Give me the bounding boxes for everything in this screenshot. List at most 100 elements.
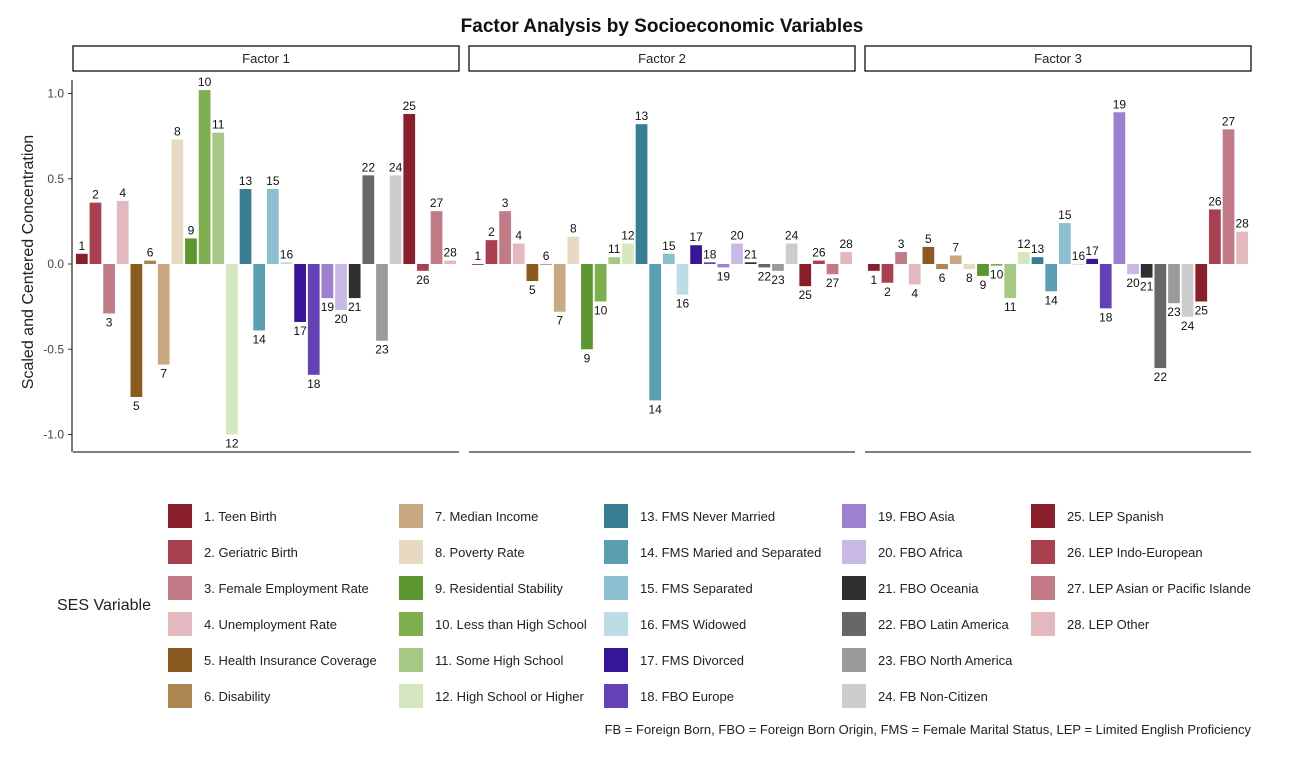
bar: [799, 264, 812, 287]
legend-swatch: [604, 504, 628, 528]
bar-label: 3: [106, 315, 113, 329]
bar: [758, 264, 771, 268]
legend-label: 17. FMS Divorced: [640, 652, 745, 668]
bar-label: 15: [266, 174, 280, 188]
bar-label: 24: [785, 229, 799, 243]
bar: [348, 264, 361, 299]
legend-label: 10. Less than High School: [435, 616, 587, 632]
legend-item: 13. FMS Never Married: [604, 503, 775, 529]
bar: [1154, 264, 1167, 369]
legend-swatch: [168, 648, 192, 672]
bar: [485, 240, 498, 264]
legend-label: 3. Female Employment Rate: [204, 580, 369, 596]
bar-label: 13: [239, 174, 253, 188]
bar-label: 20: [334, 312, 348, 326]
bar-label: 21: [744, 247, 758, 261]
bar-label: 17: [1085, 244, 1099, 258]
bar: [280, 262, 293, 264]
bar-label: 1: [870, 273, 877, 287]
bar: [75, 253, 88, 264]
legend-item: 2. Geriatric Birth: [168, 539, 298, 565]
bar: [867, 264, 880, 271]
bar-label: 8: [966, 271, 973, 285]
bar-label: 3: [502, 196, 509, 210]
bar: [881, 264, 894, 283]
bar-label: 21: [348, 300, 362, 314]
bar-label: 26: [1208, 194, 1222, 208]
bar: [116, 200, 129, 264]
legend-label: 11. Some High School: [435, 652, 564, 668]
bar-label: 1: [474, 249, 481, 263]
legend-swatch: [399, 612, 423, 636]
legend-item: 22. FBO Latin America: [842, 611, 1009, 637]
y-axis: 1.0 0.5 0.0 -0.5 -1.0: [43, 80, 73, 452]
bar-label: 17: [689, 230, 703, 244]
bar: [212, 132, 225, 264]
y-tick-label: -0.5: [43, 342, 64, 356]
legend-item: 14. FMS Maried and Separated: [604, 539, 821, 565]
bar-label: 18: [307, 377, 321, 391]
legend-label: 5. Health Insurance Coverage: [204, 652, 377, 668]
legend-label: 25. LEP Spanish: [1067, 508, 1164, 524]
legend-item: 18. FBO Europe: [604, 683, 734, 709]
legend-swatch: [399, 540, 423, 564]
legend-label: 28. LEP Other: [1067, 616, 1150, 632]
bar-label: 4: [515, 229, 522, 243]
bar-label: 25: [403, 99, 417, 113]
bar-label: 24: [1181, 319, 1195, 333]
bar: [335, 264, 347, 311]
bar-label: 1: [78, 239, 85, 253]
bar: [813, 260, 825, 264]
bar: [553, 264, 566, 312]
bar-label: 10: [990, 268, 1004, 282]
legend-item: 6. Disability: [168, 683, 270, 709]
bar-label: 12: [621, 229, 635, 243]
bar: [717, 264, 730, 268]
legend-swatch: [842, 684, 866, 708]
bar: [567, 236, 580, 264]
bar-label: 8: [174, 125, 181, 139]
facet-panel: Factor 112345678910111213141516171819202…: [72, 45, 460, 453]
legend-label: 27. LEP Asian or Pacific Islande: [1067, 580, 1252, 596]
legend-label: 2. Geriatric Birth: [204, 544, 298, 560]
legend-label: 4. Unemployment Rate: [204, 616, 337, 632]
legend-swatch: [842, 648, 866, 672]
legend-swatch: [168, 576, 192, 600]
legend-item: 28. LEP Other: [1031, 611, 1149, 637]
legend-swatch: [168, 684, 192, 708]
bar: [977, 264, 989, 276]
legend-item: 10. Less than High School: [399, 611, 587, 637]
bar: [840, 252, 853, 264]
bar-label: 10: [198, 75, 212, 89]
bar-label: 28: [839, 237, 853, 251]
legend-item: 12. High School or Higher: [399, 683, 584, 709]
legend-swatch: [604, 576, 628, 600]
legend-swatch: [399, 684, 423, 708]
bar: [594, 264, 607, 302]
legend-label: 16. FMS Widowed: [640, 616, 747, 632]
bar: [690, 245, 702, 264]
bar-label: 15: [662, 239, 676, 253]
bar: [1058, 223, 1071, 264]
bar: [703, 262, 716, 264]
bar: [512, 243, 525, 264]
legend-label: 22. FBO Latin America: [878, 616, 1009, 632]
bar-label: 12: [225, 437, 239, 451]
bar-label: 2: [884, 285, 891, 299]
bar-label: 22: [1154, 370, 1168, 384]
bar-label: 23: [771, 273, 785, 287]
abbreviation-footnote: FB = Foreign Born, FBO = Foreign Born Or…: [604, 722, 1251, 737]
bar: [676, 264, 689, 295]
bar: [1181, 264, 1194, 317]
legend-item: 3. Female Employment Rate: [168, 575, 369, 601]
legend-label: 9. Residential Stability: [435, 580, 563, 596]
legend-swatch: [168, 612, 192, 636]
bar: [144, 260, 156, 264]
legend-swatch: [604, 540, 628, 564]
legend-item: 21. FBO Oceania: [842, 575, 978, 601]
legend-swatch: [1031, 576, 1055, 600]
bar: [649, 264, 662, 401]
bar-label: 3: [898, 237, 905, 251]
bar: [253, 264, 266, 331]
bar-label: 23: [1167, 305, 1181, 319]
